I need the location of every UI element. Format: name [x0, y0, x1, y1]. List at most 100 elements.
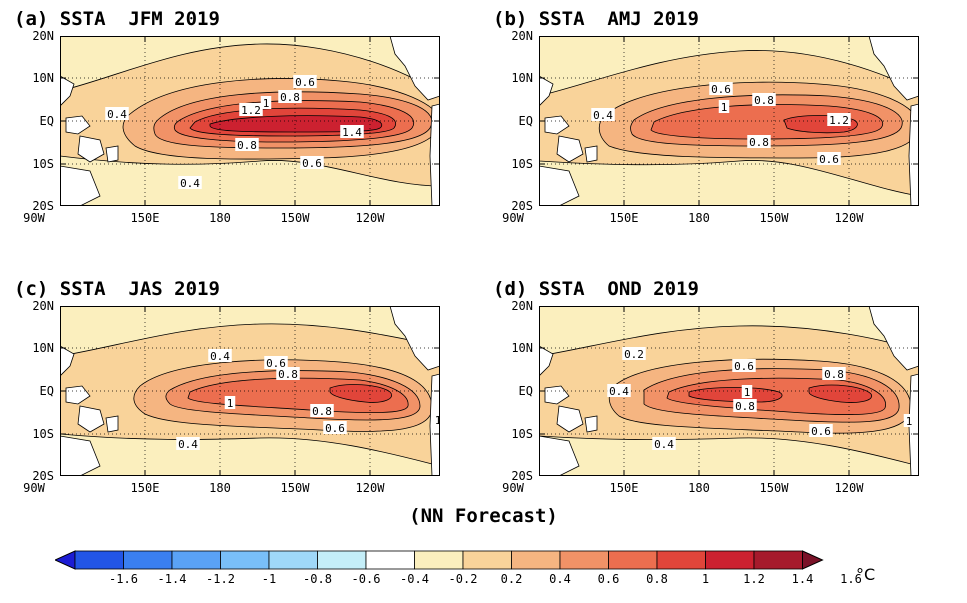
colorbar-unit: °C: [856, 565, 876, 584]
colorbar-segment: [705, 550, 755, 570]
contour-label: 1.2: [239, 103, 263, 117]
contour-label: 1.2: [827, 113, 851, 127]
colorbar-segment: [462, 550, 512, 570]
svg-text:0.4: 0.4: [178, 438, 198, 451]
colorbar-segment: [511, 550, 561, 570]
panel-d: (d) SSTA OND 2019 0.2 0.4 0.6 0.8 1 0.8 0.6 1 0.…: [493, 276, 933, 495]
x-tick-label: 120W: [834, 481, 864, 495]
y-tick-label: EQ: [39, 384, 54, 398]
colorbar-label: 1: [701, 572, 710, 586]
panel-c: (c) SSTA JAS 2019 0.4 0.6 0.8 1 0.8 0.6 1 0.4 2…: [14, 276, 454, 495]
contour-label: 0.6: [264, 356, 288, 370]
y-tick-label: 10N: [32, 341, 54, 355]
svg-text:0.4: 0.4: [593, 109, 613, 122]
contour-label: 0.6: [293, 75, 317, 89]
x-tick-label: 90W: [23, 211, 45, 225]
colorbar-label: 1.4: [791, 572, 814, 586]
x-tick-label: 150W: [759, 481, 789, 495]
svg-text:1: 1: [227, 397, 234, 410]
contour-band: [329, 384, 392, 403]
colorbar-label: -0.2: [448, 572, 478, 586]
contour-label: 0.8: [752, 93, 776, 107]
colorbar-segment: [414, 550, 464, 570]
y-tick-label: EQ: [518, 384, 533, 398]
svg-text:0.8: 0.8: [278, 368, 298, 381]
x-tick-label: 150E: [130, 481, 160, 495]
contour-label: 0.4: [607, 384, 631, 398]
colorbar-label: 0.4: [549, 572, 571, 586]
colorbar-segment: [220, 550, 270, 570]
contour-label: 0.8: [310, 404, 334, 418]
svg-text:0.6: 0.6: [819, 153, 839, 166]
svg-text:1.4: 1.4: [342, 126, 362, 139]
y-tick-label: 20S: [32, 469, 54, 483]
svg-text:0.6: 0.6: [325, 422, 345, 435]
contour-label: 1: [260, 96, 272, 110]
colorbar-label: -0.4: [400, 572, 429, 586]
x-tick-label: 180: [688, 481, 710, 495]
landmass: [868, 36, 919, 206]
y-tick-label: 10S: [32, 157, 54, 171]
contour-label: 1: [224, 396, 236, 410]
y-tick-label: 20N: [511, 29, 533, 43]
map-plot: 0.6 0.8 1 1.2 0.8 0.6 0.4: [539, 36, 919, 206]
svg-text:0.6: 0.6: [811, 425, 831, 438]
svg-text:1: 1: [721, 101, 728, 114]
svg-text:1: 1: [435, 414, 440, 427]
svg-text:0.4: 0.4: [609, 385, 629, 398]
y-tick-label: 20N: [32, 299, 54, 313]
landmass: [389, 306, 440, 476]
svg-text:0.8: 0.8: [749, 136, 769, 149]
panel-title: (c) SSTA JAS 2019: [14, 278, 220, 300]
contour-label: 0.6: [709, 82, 733, 96]
y-tick-label: 10N: [32, 71, 54, 85]
colorbar-arrow-high: [802, 550, 824, 570]
svg-text:1: 1: [906, 415, 913, 428]
svg-text:0.8: 0.8: [754, 94, 774, 107]
colorbar-label: 0.8: [646, 572, 668, 586]
colorbar-segment: [365, 550, 415, 570]
panel-title: (a) SSTA JFM 2019: [14, 8, 220, 30]
svg-text:0.8: 0.8: [280, 91, 300, 104]
colorbar-label: -0.6: [351, 572, 381, 586]
y-tick-label: 10S: [511, 427, 533, 441]
svg-text:0.4: 0.4: [210, 350, 230, 363]
contour-label: 0.6: [300, 156, 324, 170]
x-tick-label: 150W: [759, 211, 789, 225]
contour-label: 0.4: [591, 108, 615, 122]
contour-label: 0.8: [822, 367, 846, 381]
contour-label: 1: [741, 385, 753, 399]
colorbar-label: -1.6: [109, 572, 138, 586]
y-tick-label: EQ: [518, 114, 533, 128]
colorbar-segment: [268, 550, 318, 570]
y-tick-label: 20S: [511, 469, 533, 483]
landmass: [539, 75, 598, 206]
colorbar-label: -1: [261, 572, 277, 586]
svg-text:0.8: 0.8: [824, 368, 844, 381]
colorbar-arrow-low: [55, 550, 76, 570]
contour-label: 1.4: [340, 125, 364, 139]
x-tick-label: 90W: [502, 211, 524, 225]
contour-label: 1: [903, 414, 915, 428]
x-tick-label: 120W: [355, 481, 385, 495]
colorbar-segment: [608, 550, 658, 570]
x-tick-label: 90W: [502, 481, 524, 495]
x-tick-label: 90W: [23, 481, 45, 495]
x-tick-label: 180: [209, 481, 231, 495]
svg-text:1.2: 1.2: [241, 104, 261, 117]
svg-text:0.6: 0.6: [266, 357, 286, 370]
y-tick-label: 20S: [32, 199, 54, 213]
contour-label: 0.6: [817, 152, 841, 166]
landmass: [60, 75, 119, 206]
panel-title: (b) SSTA AMJ 2019: [493, 8, 699, 30]
contour-band: [688, 384, 873, 403]
x-tick-label: 180: [688, 211, 710, 225]
ssta-map: 0.6 0.8 1 1.2 1.4 0.8 0.6 0.4 0.4: [60, 36, 440, 206]
colorbar-segment: [317, 550, 367, 570]
contour-label: 0.2: [622, 347, 646, 361]
contour-label: 0.4: [176, 437, 200, 451]
landmass: [60, 345, 119, 476]
x-tick-label: 150E: [130, 211, 160, 225]
contour-label: 0.4: [208, 349, 232, 363]
landmass: [539, 345, 598, 476]
